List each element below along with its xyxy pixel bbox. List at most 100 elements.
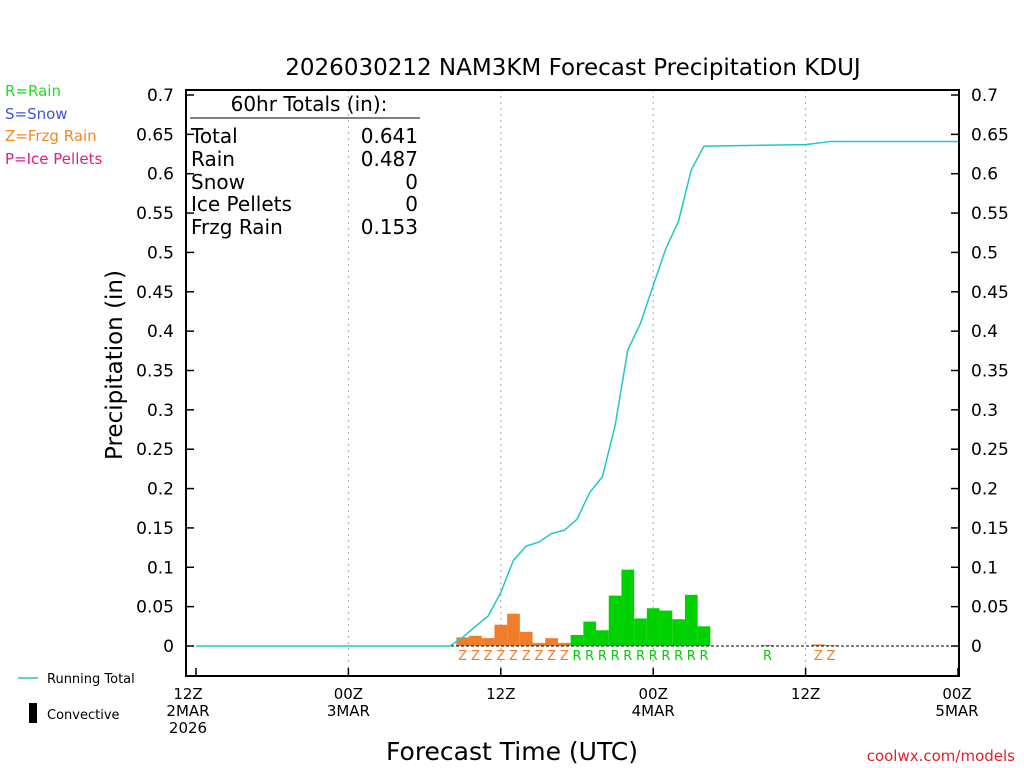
y-tick-label: 0.05 [136, 598, 174, 618]
y-tick-label-right: 0.6 [971, 165, 998, 185]
precip-bar [659, 610, 673, 646]
totals-header: 60hr Totals (in): [231, 92, 388, 116]
totals-label-frzg-rain: Frzg Rain [191, 215, 283, 239]
precip-type-marker: R [623, 649, 632, 664]
precip-bar [545, 638, 558, 646]
precip-type-marker: R [572, 649, 581, 664]
y-tick-label: 0.6 [147, 165, 174, 185]
legend-snow: S=Snow [5, 105, 68, 123]
y-tick-label-right: 0.65 [971, 125, 1009, 145]
precip-bar [634, 618, 647, 646]
y-tick-label-right: 0.5 [971, 243, 998, 263]
y-tick-label: 0.1 [147, 558, 174, 578]
y-tick-label: 0.3 [147, 401, 174, 421]
y-tick-label-right: 0.4 [971, 322, 998, 342]
running-total-line [196, 140, 958, 647]
precip-type-legend: R=Rain S=Snow Z=Frzg Rain P=Ice Pellets [5, 82, 102, 168]
precip-type-marker: Z [827, 649, 836, 664]
precip-type-marker: Z [534, 649, 543, 664]
vertical-gridlines [347, 90, 807, 676]
totals-label-ice-pellets: Ice Pellets [191, 192, 292, 216]
y-tick-label-right: 0.7 [971, 86, 998, 106]
precip-type-marker: Z [522, 649, 531, 664]
precip-bar [646, 608, 660, 646]
y-tick-label: 0.65 [136, 125, 174, 145]
chart-title: 2026030212 NAM3KM Forecast Precipitation… [285, 55, 860, 81]
totals-value-frzg-rain: 0.153 [361, 215, 418, 239]
precip-type-marker: Z [471, 649, 480, 664]
precip-bar [608, 595, 622, 646]
y-tick-label-right: 0.1 [971, 558, 998, 578]
precip-type-marker: R [636, 649, 645, 664]
precip-type-marker: R [649, 649, 658, 664]
y-tick-label: 0.2 [147, 480, 174, 500]
precip-bar [494, 624, 508, 646]
y-tick-label: 0.45 [136, 283, 174, 303]
y-tick-label: 0.35 [136, 362, 174, 382]
precip-bar [469, 635, 482, 646]
y-tick-label: 0.7 [147, 86, 174, 106]
precip-bar [596, 630, 609, 646]
x-tick-label: 2026 [169, 719, 207, 737]
x-tick-label: 4MAR [632, 702, 675, 720]
precip-type-marker: R [598, 649, 607, 664]
precip-type-marker: Z [547, 649, 556, 664]
x-tick-label: 12Z [791, 685, 820, 703]
y-tick-label: 0.25 [136, 440, 174, 460]
precip-bar [621, 569, 635, 646]
precip-type-marker: Z [496, 649, 505, 664]
precip-type-marker: R [699, 649, 708, 664]
y-tick-label-right: 0.55 [971, 204, 1009, 224]
y-tick-label-right: 0 [971, 637, 982, 657]
precip-bar [456, 637, 470, 646]
precip-bar [697, 626, 711, 646]
convective-legend-label: Convective [47, 708, 120, 723]
site-credit: coolwx.com/models [867, 747, 1015, 765]
y-axis-label: Precipitation (in) [102, 270, 128, 460]
x-tick-label: 5MAR [935, 702, 978, 720]
precip-bar [481, 638, 495, 646]
bottom-legend: Running Total Convective [18, 672, 135, 723]
precip-bar [519, 631, 533, 646]
y-tick-label: 0.5 [147, 243, 174, 263]
y-tick-label-right: 0.3 [971, 401, 998, 421]
x-tick-label: 2MAR [166, 702, 209, 720]
y-tick-label-right: 0.45 [971, 283, 1009, 303]
totals-value-rain: 0.487 [361, 147, 418, 171]
totals-label-rain: Rain [191, 147, 235, 171]
x-axis-label: Forecast Time (UTC) [386, 737, 638, 766]
y-tick-label-right: 0.2 [971, 480, 998, 500]
totals-label-total: Total [190, 124, 238, 148]
y-axis-left: 0 0.05 0.1 0.15 0.2 0.25 0.3 0.35 0.4 0.45 0.5 0.55… [136, 86, 194, 657]
precip-bar [672, 619, 685, 646]
x-tick-label: 12Z [173, 685, 202, 703]
running-total-legend-label: Running Total [47, 672, 135, 687]
y-tick-label-right: 0.25 [971, 440, 1009, 460]
y-tick-label: 0.15 [136, 519, 174, 539]
x-tick-label: 12Z [486, 685, 515, 703]
precip-bar [532, 642, 546, 646]
legend-ice-pellets: P=Ice Pellets [5, 150, 102, 168]
legend-freezing-rain: Z=Frzg Rain [5, 127, 97, 145]
precip-bar [684, 594, 698, 646]
x-tick-label: 00Z [942, 685, 971, 703]
precip-bar [507, 613, 520, 646]
precip-type-marker: R [674, 649, 683, 664]
totals-value-snow: 0 [405, 170, 418, 194]
precip-type-marker: R [611, 649, 620, 664]
precip-bar [570, 634, 584, 646]
precip-type-marker: Z [814, 649, 823, 664]
y-tick-label: 0.55 [136, 204, 174, 224]
y-tick-label: 0 [163, 637, 174, 657]
totals-value-ice-pellets: 0 [405, 192, 418, 216]
y-tick-label-right: 0.35 [971, 362, 1009, 382]
totals-value-total: 0.641 [361, 124, 418, 148]
precip-type-marker: Z [560, 649, 569, 664]
totals-label-snow: Snow [191, 170, 245, 194]
x-tick-label: 00Z [334, 685, 363, 703]
y-axis-right: 0 0.05 0.1 0.15 0.2 0.25 0.3 0.35 0.4 0.45 0.5 0.55… [951, 86, 1009, 657]
totals-box: 60hr Totals (in): Total 0.641 Rain 0.487… [190, 92, 420, 239]
precip-bars [456, 569, 838, 646]
